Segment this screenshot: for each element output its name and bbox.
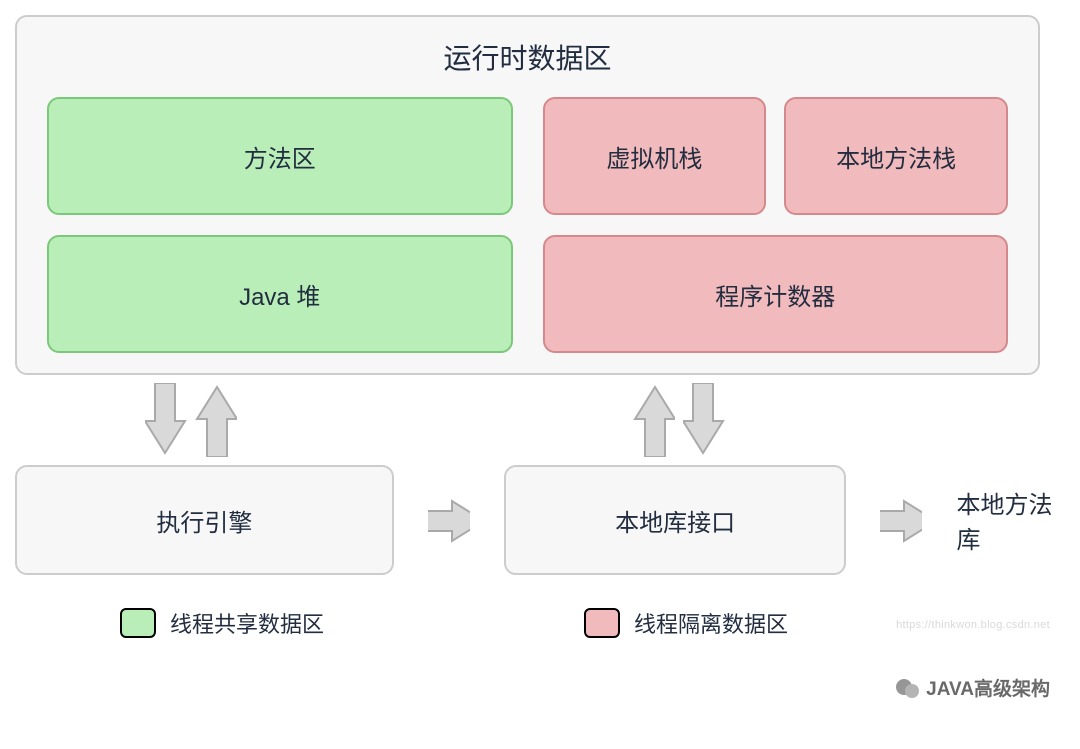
watermark-url: https://thinkwon.blog.csdn.net bbox=[896, 619, 1050, 631]
bottom-flow-row: 执行引擎 本地库接口 本地方法库 bbox=[15, 465, 1070, 575]
runtime-area-title: 运行时数据区 bbox=[47, 37, 1008, 77]
row1-right-group: 虚拟机栈 本地方法栈 bbox=[543, 97, 1009, 215]
legend-swatch-green bbox=[120, 608, 156, 638]
program-counter-box: 程序计数器 bbox=[543, 235, 1009, 353]
native-method-stack-box: 本地方法栈 bbox=[784, 97, 1008, 215]
arrow-pair-left bbox=[145, 383, 237, 457]
watermark: JAVA高级架构 bbox=[894, 674, 1050, 701]
exec-engine-box: 执行引擎 bbox=[15, 465, 394, 575]
arrow-right-icon bbox=[880, 483, 922, 557]
arrow-down-icon bbox=[145, 383, 187, 457]
method-area-box: 方法区 bbox=[47, 97, 513, 215]
vm-stack-label: 虚拟机栈 bbox=[606, 139, 702, 174]
native-lib-interface-label: 本地库接口 bbox=[615, 503, 735, 538]
native-method-library-label: 本地方法库 bbox=[956, 485, 1070, 555]
row1-left-group: 方法区 bbox=[47, 97, 513, 215]
arrow-down-icon bbox=[683, 383, 725, 457]
legend-swatch-pink bbox=[584, 608, 620, 638]
runtime-row-2: Java 堆 程序计数器 bbox=[47, 235, 1008, 353]
method-area-label: 方法区 bbox=[244, 139, 316, 174]
row2-left-group: Java 堆 bbox=[47, 235, 513, 353]
java-heap-box: Java 堆 bbox=[47, 235, 513, 353]
arrow-pair-right bbox=[633, 383, 725, 457]
legend-isolated-label: 线程隔离数据区 bbox=[634, 607, 788, 639]
java-heap-label: Java 堆 bbox=[239, 277, 320, 312]
legend-item-shared: 线程共享数据区 bbox=[120, 607, 324, 639]
native-lib-interface-box: 本地库接口 bbox=[504, 465, 847, 575]
arrow-up-icon bbox=[633, 383, 675, 457]
wechat-icon bbox=[894, 675, 920, 701]
vm-stack-box: 虚拟机栈 bbox=[543, 97, 767, 215]
exec-engine-label: 执行引擎 bbox=[156, 503, 252, 538]
watermark-text: JAVA高级架构 bbox=[926, 674, 1050, 701]
arrow-right-icon bbox=[428, 483, 470, 557]
row2-right-group: 程序计数器 bbox=[543, 235, 1009, 353]
legend-item-isolated: 线程隔离数据区 bbox=[584, 607, 788, 639]
legend-shared-label: 线程共享数据区 bbox=[170, 607, 324, 639]
vertical-arrows-region bbox=[15, 380, 1040, 460]
program-counter-label: 程序计数器 bbox=[715, 277, 835, 312]
runtime-row-1: 方法区 虚拟机栈 本地方法栈 bbox=[47, 97, 1008, 215]
native-method-stack-label: 本地方法栈 bbox=[836, 139, 956, 174]
arrow-up-icon bbox=[195, 383, 237, 457]
runtime-data-area-panel: 运行时数据区 方法区 虚拟机栈 本地方法栈 Java 堆 程序计数器 bbox=[15, 15, 1040, 375]
